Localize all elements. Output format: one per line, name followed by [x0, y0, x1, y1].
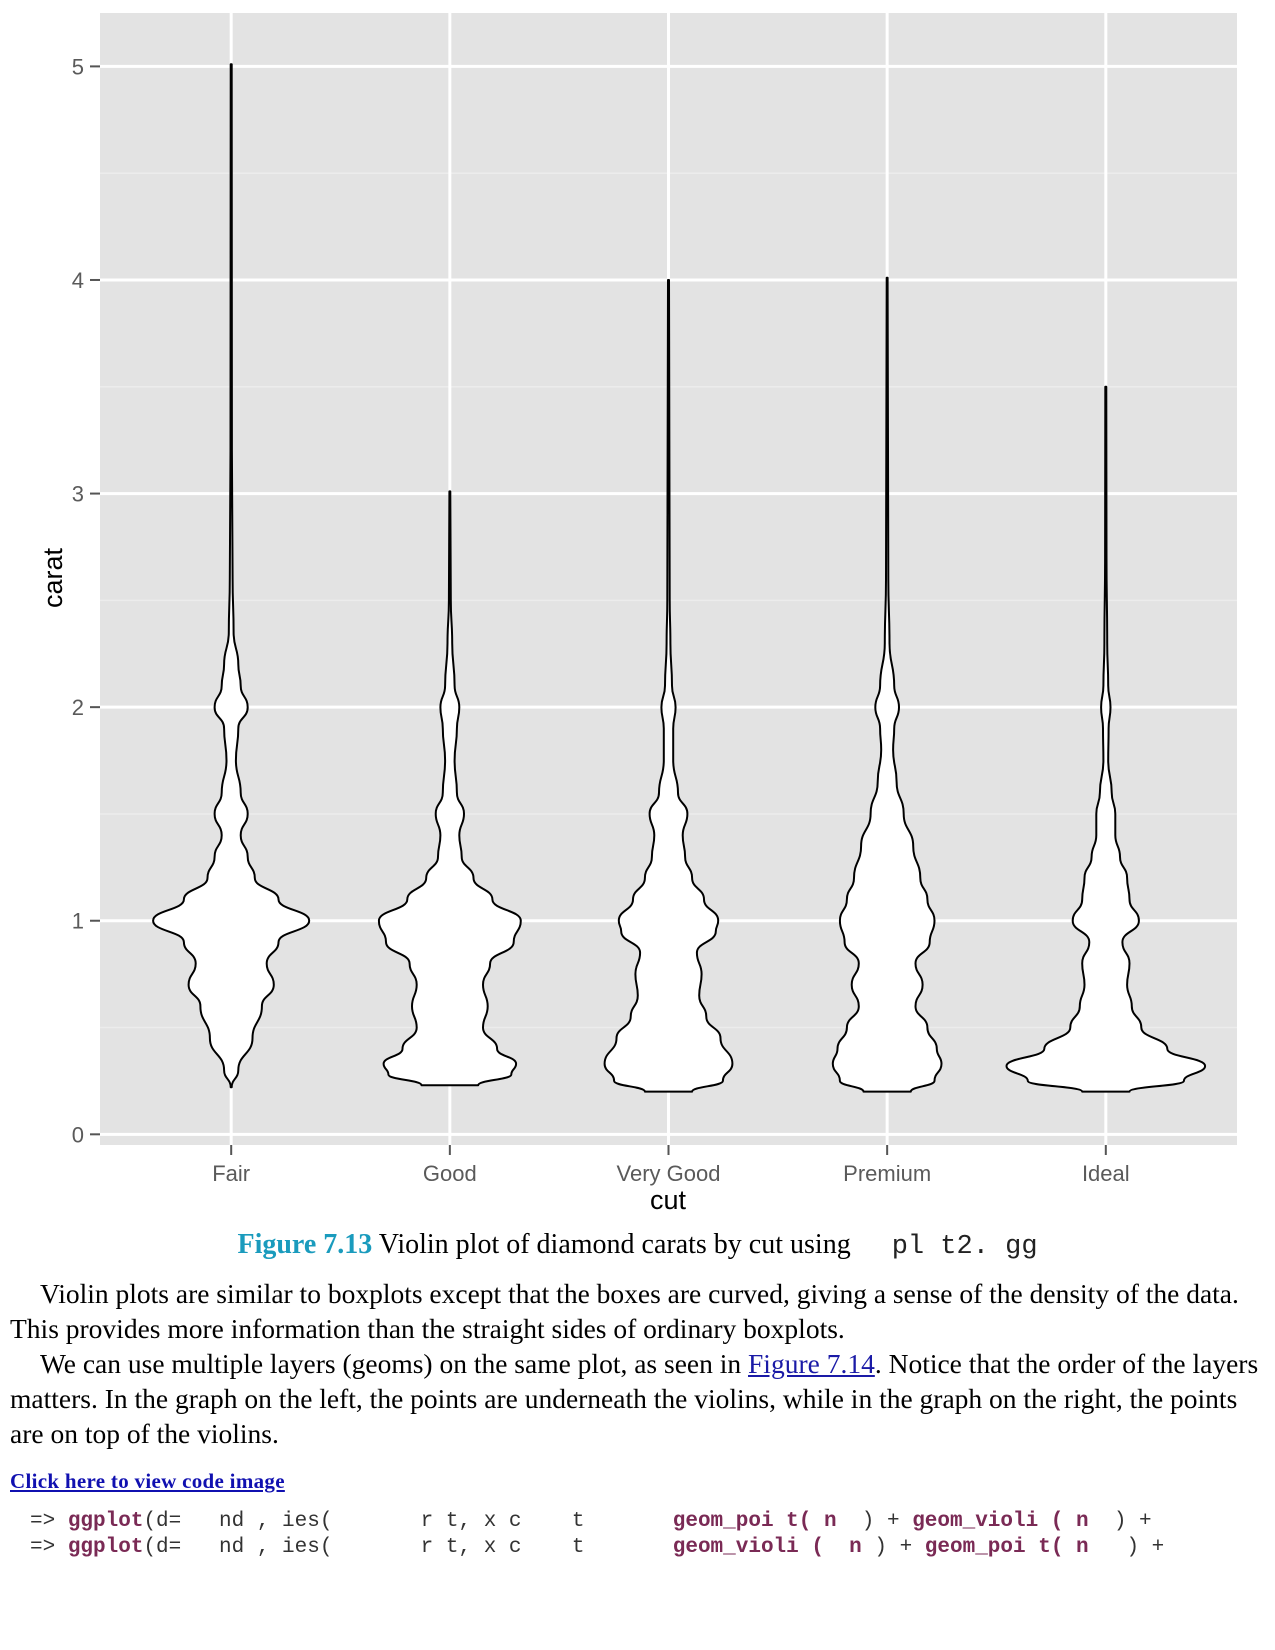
violin-layer [152, 63, 1207, 1093]
figure-caption: Figure 7.13 Violin plot of diamond carat… [0, 1228, 1275, 1264]
x-tick-label: Good [423, 1161, 477, 1186]
violin-very-good [603, 279, 734, 1093]
y-axis: 0 1 2 3 4 5 [72, 54, 100, 1147]
violin-fair [152, 63, 311, 1089]
violin-good [377, 490, 522, 1087]
code-end: ) + [1126, 1536, 1165, 1559]
x-axis-title: cut [650, 1185, 687, 1215]
paragraph-layers-text-2: . Notice that the order of the layers ma… [10, 1348, 1259, 1449]
figure-7-14-link[interactable]: Figure 7.14 [748, 1348, 875, 1379]
code-geom-first: geom_violi ( n [672, 1536, 875, 1559]
code-line: => ggplot(d= nd , ies( r t, x c t geom_v… [30, 1536, 1164, 1559]
code-function: ggplot [67, 1536, 144, 1559]
code-end: ) + [1113, 1510, 1152, 1533]
code-geom-second: geom_poi t( n [924, 1536, 1127, 1559]
y-tick-label: 1 [72, 909, 84, 934]
code-function: ggplot [67, 1510, 144, 1533]
code-geom-first: geom_poi t( n [672, 1510, 862, 1533]
y-tick-label: 4 [72, 268, 84, 293]
y-tick-label: 2 [72, 695, 84, 720]
y-tick-label: 0 [72, 1122, 84, 1147]
paragraph-layers-text-1: We can use multiple layers (geoms) on th… [40, 1348, 749, 1379]
code-prompt: => [30, 1536, 68, 1559]
code-args: (d= nd , ies( r t, x c t [143, 1510, 673, 1533]
caption-code: pl t2. gg [891, 1232, 1038, 1262]
x-tick-label: Ideal [1082, 1161, 1130, 1186]
view-code-image-link[interactable]: Click here to view code image [10, 1469, 285, 1493]
code-geom-second: geom_violi ( n [912, 1510, 1114, 1533]
y-axis-title: carat [38, 547, 68, 608]
code-args: (d= nd , ies( r t, x c t [143, 1536, 673, 1559]
x-tick-label: Premium [843, 1161, 931, 1186]
code-line: => ggplot(d= nd , ies( r t, x c t geom_p… [30, 1510, 1152, 1533]
violin-ideal [1005, 385, 1207, 1093]
x-tick-label: Very Good [617, 1161, 721, 1186]
y-tick-label: 3 [72, 482, 84, 507]
x-tick-label: Fair [212, 1161, 250, 1186]
code-separator: ) + [874, 1536, 925, 1559]
code-block: => ggplot(d= nd , ies( r t, x c t geom_p… [30, 1509, 1164, 1561]
paragraph-layers: We can use multiple layers (geoms) on th… [10, 1346, 1265, 1451]
y-tick-label: 5 [72, 54, 84, 79]
violin-premium [831, 276, 943, 1093]
paragraph-violin-intro: Violin plots are similar to boxplots exc… [10, 1278, 1239, 1344]
violin-chart: 0 1 2 3 4 5 Fair Good Very Good Premium Ideal cut… [38, 13, 1237, 1215]
code-prompt: => [30, 1510, 68, 1533]
code-separator: ) + [861, 1510, 913, 1533]
x-axis: Fair Good Very Good Premium Ideal [212, 1145, 1130, 1186]
caption-text: Violin plot of diamond carats by cut usi… [378, 1229, 851, 1260]
figure-number: Figure 7.13 [237, 1229, 373, 1260]
